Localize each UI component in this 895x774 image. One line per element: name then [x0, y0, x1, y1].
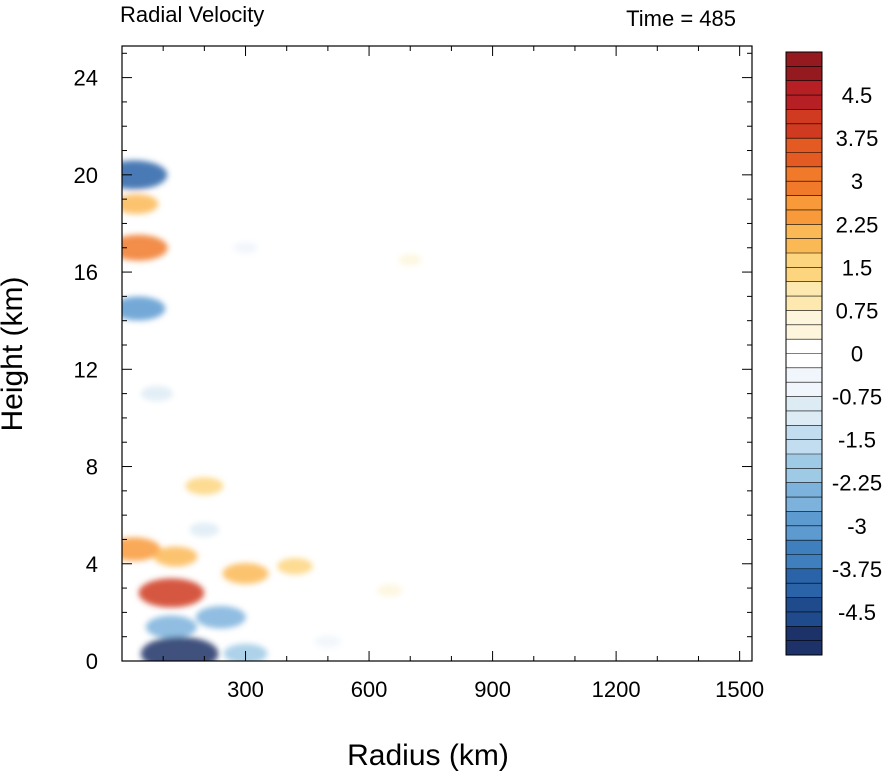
colorbar-bin	[786, 396, 822, 412]
x-axis: 300 600 900 1200 1500	[162, 46, 764, 702]
heatmap-feature-7	[122, 194, 159, 215]
colorbar: -4.5 -3.75 -3 -2.25 -1.5 -0.75 0 0.75 1.5 2.25 3 3.…	[785, 51, 882, 656]
colorbar-bin	[786, 410, 822, 426]
y-tick-label: 16	[74, 260, 98, 285]
colorbar-bin	[786, 267, 822, 283]
colorbar-bin	[786, 525, 822, 541]
y-tick-label: 8	[86, 455, 98, 480]
colorbar-bin	[786, 224, 822, 240]
heatmap-feature-6	[122, 234, 168, 261]
colorbar-label: 1.5	[842, 255, 873, 280]
colorbar-bin	[786, 554, 822, 570]
heatmap-feature-15	[195, 605, 246, 629]
colorbar-bin	[786, 253, 822, 268]
colorbar-label: 3.75	[836, 126, 879, 151]
colorbar-bin	[786, 611, 822, 627]
colorbar-label: 2.25	[836, 212, 879, 237]
colorbar-label: 3	[851, 169, 863, 194]
colorbar-bin	[786, 123, 822, 139]
colorbar-bin	[786, 454, 822, 469]
colorbar-bin	[786, 109, 822, 125]
colorbar-bin	[786, 310, 822, 326]
colorbar-bin	[786, 166, 822, 182]
colorbar-bin	[786, 540, 822, 555]
heatmap-feature-12	[145, 615, 198, 639]
colorbar-label: 0.75	[836, 298, 879, 323]
colorbar-label: 0	[851, 342, 863, 367]
colorbar-bin	[786, 353, 822, 369]
colorbar-bin	[786, 482, 822, 498]
colorbar-bin	[786, 181, 822, 196]
heatmap-feature-2	[222, 562, 269, 584]
colorbar-bin	[786, 281, 822, 297]
heatmap-feature-4	[376, 584, 403, 597]
colorbar-label: -4.5	[838, 600, 876, 625]
heatmap-feature-9	[122, 296, 166, 321]
colorbar-bin	[786, 367, 822, 383]
heatmap-feature-10	[141, 386, 173, 402]
colorbar-bin	[786, 296, 822, 311]
colorbar-bin	[786, 66, 822, 82]
colorbar-bin	[786, 568, 822, 584]
colorbar-bin	[786, 52, 822, 67]
colorbar-bin	[786, 439, 822, 455]
colorbar-bin	[786, 640, 822, 656]
x-tick-label: 900	[474, 677, 511, 702]
y-axis-title: Height (km)	[0, 276, 29, 431]
chart-title: Radial Velocity	[120, 2, 264, 27]
y-tick-label: 0	[86, 649, 98, 674]
colorbar-label: -0.75	[832, 385, 882, 410]
y-axis: 0 4 8 12 16 20 24	[74, 52, 752, 674]
colorbar-bin	[786, 583, 822, 598]
x-tick-label: 600	[351, 677, 388, 702]
colorbar-bin	[786, 511, 822, 527]
colorbar-label: 4.5	[842, 83, 873, 108]
colorbar-bin	[786, 626, 822, 642]
y-tick-label: 12	[74, 357, 98, 382]
colorbar-label: -1.5	[838, 428, 876, 453]
colorbar-bin	[786, 597, 822, 613]
x-tick-label: 1200	[592, 677, 641, 702]
heatmap-features	[122, 160, 423, 661]
heatmap-feature-18	[233, 241, 258, 254]
colorbar-bin	[786, 95, 822, 110]
x-axis-title: Radius (km)	[347, 739, 509, 772]
y-tick-label: 24	[74, 66, 98, 91]
heatmap-feature-1	[153, 546, 198, 567]
colorbar-bin	[786, 339, 822, 354]
colorbar-bin	[786, 382, 822, 397]
x-tick-label: 300	[227, 677, 264, 702]
colorbar-bin	[786, 324, 822, 340]
heatmap-feature-5	[185, 477, 224, 495]
plot-frame	[121, 45, 753, 662]
heatmap-feature-8	[122, 160, 168, 190]
colorbar-bin	[786, 425, 822, 441]
y-tick-label: 20	[74, 163, 98, 188]
time-label: Time = 485	[626, 6, 736, 31]
y-tick-label: 4	[86, 552, 98, 577]
heatmap-feature-11	[138, 578, 205, 608]
colorbar-label: -3.75	[832, 557, 882, 582]
plot-area	[122, 46, 752, 661]
colorbar-bin	[786, 195, 822, 211]
x-tick-label: 1500	[715, 677, 764, 702]
colorbar-bin	[786, 238, 822, 254]
colorbar-label: -3	[847, 514, 867, 539]
heatmap-feature-19	[398, 254, 423, 266]
heatmap-feature-13	[140, 636, 219, 661]
colorbar-bin	[786, 138, 822, 153]
colorbar-bin	[786, 468, 822, 484]
heatmap-feature-16	[314, 635, 342, 649]
colorbar-bin	[786, 497, 822, 512]
colorbar-bin	[786, 209, 822, 225]
colorbar-label: -2.25	[832, 471, 882, 496]
heatmap-feature-0	[122, 537, 161, 561]
colorbar-bin	[786, 80, 822, 96]
colorbar-bin	[786, 152, 822, 168]
colorbar-frame	[785, 51, 823, 656]
heatmap-feature-3	[277, 557, 313, 575]
heatmap-feature-17	[189, 522, 220, 537]
